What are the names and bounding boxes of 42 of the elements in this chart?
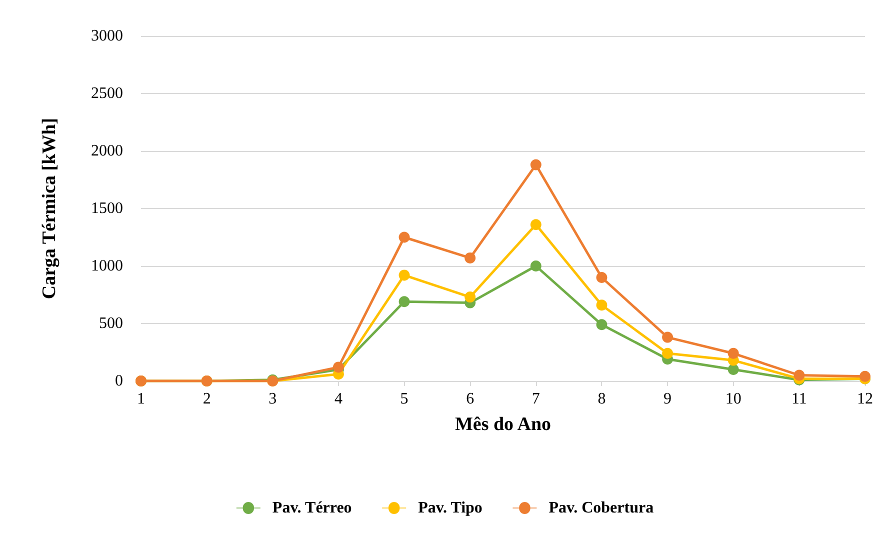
y-tick-label: 0 bbox=[115, 372, 123, 390]
point bbox=[596, 272, 608, 283]
y-tick-label: 2500 bbox=[91, 85, 123, 102]
x-tick-label: 7 bbox=[532, 390, 540, 408]
point bbox=[662, 348, 674, 359]
point bbox=[728, 364, 739, 375]
y-tick-label: 2000 bbox=[91, 142, 123, 160]
x-tick-label: 9 bbox=[664, 390, 672, 408]
x-axis-title: Mês do Ano bbox=[454, 414, 552, 435]
point bbox=[596, 300, 608, 311]
x-tick-label: 1 bbox=[137, 390, 145, 408]
y-tick-label: 1000 bbox=[91, 258, 123, 274]
point bbox=[530, 219, 542, 230]
point bbox=[332, 362, 344, 373]
x-tick-label: 6 bbox=[466, 390, 474, 408]
point bbox=[530, 260, 542, 272]
point bbox=[596, 319, 608, 330]
point bbox=[530, 159, 542, 170]
x-tick-label: 5 bbox=[400, 390, 408, 408]
y-tick-label: 500 bbox=[99, 315, 123, 332]
point bbox=[860, 370, 870, 382]
y-tick-label: 1500 bbox=[91, 200, 123, 217]
point bbox=[398, 232, 410, 243]
point bbox=[398, 270, 410, 281]
y-tick-label: 3000 bbox=[91, 28, 123, 44]
x-tick-label: 12 bbox=[857, 390, 873, 408]
x-tick-label: 11 bbox=[791, 390, 807, 408]
point bbox=[398, 296, 410, 308]
point bbox=[662, 332, 674, 343]
legend-label: Pav. Térreo bbox=[272, 500, 352, 516]
legend-label: Pav. Tipo bbox=[418, 500, 482, 516]
point bbox=[464, 252, 476, 264]
x-tick-label: 10 bbox=[725, 390, 742, 408]
x-tick-label: 8 bbox=[598, 390, 606, 408]
x-tick-label: 3 bbox=[268, 390, 277, 408]
legend-label: Pav. Cobertura bbox=[548, 500, 654, 516]
y-axis-title: Carga Térmica [kWh] bbox=[39, 118, 60, 300]
point bbox=[728, 348, 739, 359]
point bbox=[794, 370, 805, 381]
x-tick-label: 2 bbox=[202, 390, 211, 408]
x-tick-label: 4 bbox=[334, 390, 342, 408]
point bbox=[464, 292, 476, 303]
